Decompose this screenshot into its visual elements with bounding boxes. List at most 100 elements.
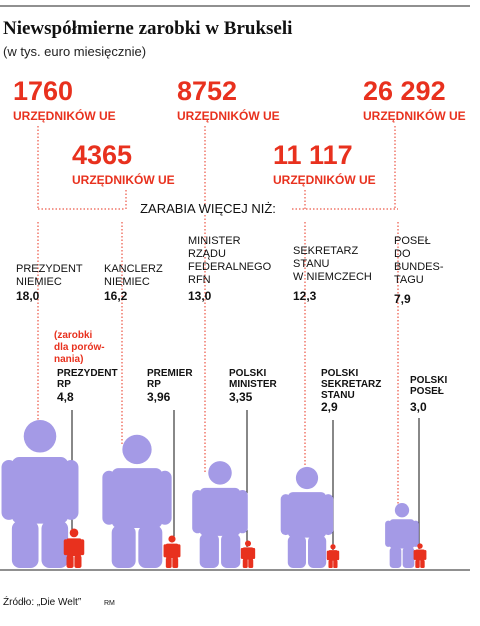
comparison-note-line: dla porów- (54, 342, 105, 353)
polish-salary-value: 3,0 (410, 400, 427, 414)
figure-right-arm (323, 494, 334, 536)
figure-right-leg (308, 535, 327, 568)
comparison-note-line: (zarobki (54, 330, 93, 341)
figure-right-leg (402, 547, 415, 568)
figure-left-arm (280, 494, 291, 536)
figure-right-leg (333, 560, 338, 568)
polish-salary-value: 3,96 (147, 390, 171, 404)
figure-left-leg (11, 520, 39, 568)
polish-position-label-line: MINISTER (229, 379, 278, 390)
figure-right-leg (74, 555, 82, 568)
figure-right-arm (177, 544, 181, 558)
figure-right-leg (420, 560, 425, 568)
figure-left-leg (415, 560, 420, 568)
figure-head (244, 540, 252, 547)
figure-torso (287, 492, 327, 538)
figure-right-arm (336, 550, 340, 561)
german-position-label-line: FEDERALNEGO (188, 261, 272, 273)
official-counts: 1760 URZĘDNIKÓW UE 4365 URZĘDNIKÓW UE 8752 UR… (13, 76, 466, 187)
polish-salary-figure (163, 535, 181, 568)
official-count: 8752 (177, 76, 237, 106)
polish-salary-value: 2,9 (321, 400, 338, 414)
figure-torso (111, 468, 163, 529)
figure-left-arm (163, 544, 167, 558)
german-salary-figure (192, 461, 248, 568)
figure-left-leg (389, 547, 402, 568)
figure-torso (66, 538, 82, 557)
figure-head (23, 420, 57, 453)
german-position-label-line: BUNDES- (394, 261, 444, 273)
polish-position-label-line: POLSKI (229, 368, 266, 379)
german-position-label-line: TAGU (394, 274, 424, 286)
polish-position-label: PREMIER RP (147, 368, 193, 390)
polish-position-label-line: RP (57, 379, 71, 390)
figure-torso (199, 487, 241, 536)
polish-position-label: PREZYDENT RP (57, 368, 118, 390)
figure-torso (11, 457, 69, 524)
figure-left-arm (1, 459, 17, 520)
figure-torso (242, 547, 254, 560)
figure-right-leg (248, 559, 254, 568)
chart-title: Niewspółmierne zarobki w Brukseli (3, 18, 292, 39)
german-salary-value: 13,0 (188, 289, 212, 303)
german-position-label-line: POSEŁ (394, 235, 431, 247)
german-salary-figure (385, 503, 419, 568)
polish-position-label: POLSKI MINISTER (229, 368, 278, 390)
official-count: 4365 (72, 140, 132, 170)
polish-position-label-line: POLSKI (321, 368, 358, 379)
figure-left-leg (111, 525, 136, 568)
figure-head (122, 434, 152, 465)
german-salary-value: 7,9 (394, 292, 411, 306)
figure-right-arm (252, 547, 256, 560)
official-unit: URZĘDNIKÓW UE (13, 108, 116, 123)
german-position-label-line: RFN (188, 274, 211, 286)
figure-torso (415, 549, 425, 561)
german-position-label-line: MINISTER (188, 235, 241, 247)
figure-left-arm (192, 489, 203, 534)
polish-salary-figure (413, 543, 427, 568)
polish-position-label-line: SEKRETARZ (321, 379, 381, 390)
figure-left-leg (66, 555, 74, 568)
german-position-label: SEKRETARZ STANU W NIEMCZECH (293, 245, 372, 283)
figure-right-leg (41, 520, 69, 568)
figure-head (330, 544, 336, 550)
connector-lines (37, 126, 399, 504)
polish-position-label: POLSKI POSEŁ (410, 375, 447, 397)
german-salary-figure (102, 434, 172, 568)
polish-position-label-line: POSEŁ (410, 386, 444, 397)
german-salary-figure (1, 420, 79, 568)
figure-left-arm (240, 547, 244, 560)
official-unit: URZĘDNIKÓW UE (273, 172, 376, 187)
official-unit: URZĘDNIKÓW UE (72, 172, 175, 187)
german-position-label: POSEŁ DO BUNDES-TAGU (394, 235, 444, 286)
figure-left-arm (102, 470, 116, 525)
figure-left-leg (242, 559, 248, 568)
german-position-label-line: NIEMIEC (104, 276, 150, 288)
figure-right-leg (138, 525, 163, 568)
figure-left-leg (287, 535, 306, 568)
figure-right-arm (158, 470, 172, 525)
official-unit: URZĘDNIKÓW UE (177, 108, 280, 123)
official-count: 1760 (13, 76, 73, 106)
figure-right-leg (221, 533, 241, 568)
figure-right-leg (172, 557, 179, 568)
german-position-label: PREZYDENT NIEMIEC (16, 263, 83, 288)
official-count: 26 292 (363, 76, 446, 106)
polish-salary-figure (240, 540, 256, 568)
german-position-label-line: DO (394, 248, 411, 260)
polish-salary-value: 3,35 (229, 390, 253, 404)
german-position-label-line: KANCLERZ (104, 263, 163, 275)
connector-label: ZARABIA WIĘCEJ NIŻ: (140, 201, 276, 216)
figure-left-leg (165, 557, 172, 568)
german-position-label-line: NIEMIEC (16, 276, 62, 288)
figure-left-arm (63, 539, 68, 556)
german-position-label-line: W NIEMCZECH (293, 271, 372, 283)
german-position-label: KANCLERZ NIEMIEC (104, 263, 163, 288)
german-salary-value: 16,2 (104, 289, 128, 303)
figure-left-arm (413, 549, 417, 560)
figure-head (69, 528, 79, 538)
figure-head (394, 503, 410, 518)
official-count: 11 117 (273, 140, 353, 170)
comparison-note: (zarobki dla porów-nania) (54, 330, 105, 365)
